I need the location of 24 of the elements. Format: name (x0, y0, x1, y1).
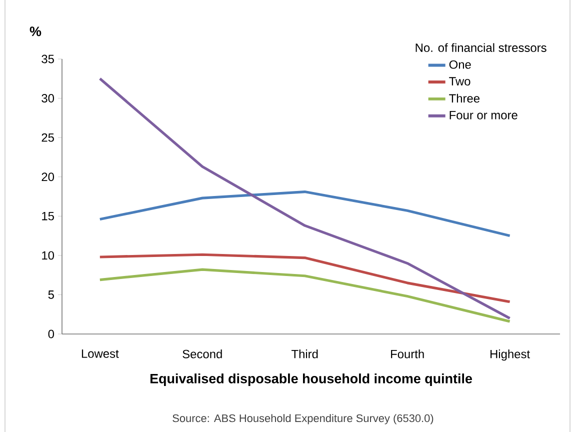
y-tick-label: 30 (42, 94, 54, 103)
y-axis-title: % (30, 26, 42, 36)
source-note: Source: ABS Household Expenditure Survey (6530.0) (172, 414, 434, 424)
x-tick-label: Highest (490, 350, 530, 361)
y-tick-label: 20 (42, 172, 54, 182)
y-tick-label: 10 (42, 251, 54, 260)
legend-label: Three (449, 94, 480, 103)
x-axis-title: Equivalised disposable household income quintile (150, 374, 472, 386)
y-tick-label: 35 (42, 54, 54, 64)
legend-title: No. of financial stressors (416, 43, 546, 52)
legend-label: One (449, 60, 471, 69)
x-tick-label: Third (292, 350, 318, 358)
y-tick-label: 5 (48, 290, 54, 299)
line-series (98, 253, 512, 304)
line-series (98, 190, 512, 238)
y-tick-label: 25 (42, 133, 54, 142)
legend-label: Two (449, 77, 470, 86)
x-tick-label: Second (182, 350, 222, 358)
y-tick-label: 0 (48, 330, 54, 338)
y-tick-label: 15 (42, 212, 54, 220)
legend-label: Four or more (450, 111, 518, 120)
x-tick-label: Fourth (391, 350, 424, 358)
x-tick-label: Lowest (82, 350, 119, 358)
line-series (98, 268, 512, 323)
